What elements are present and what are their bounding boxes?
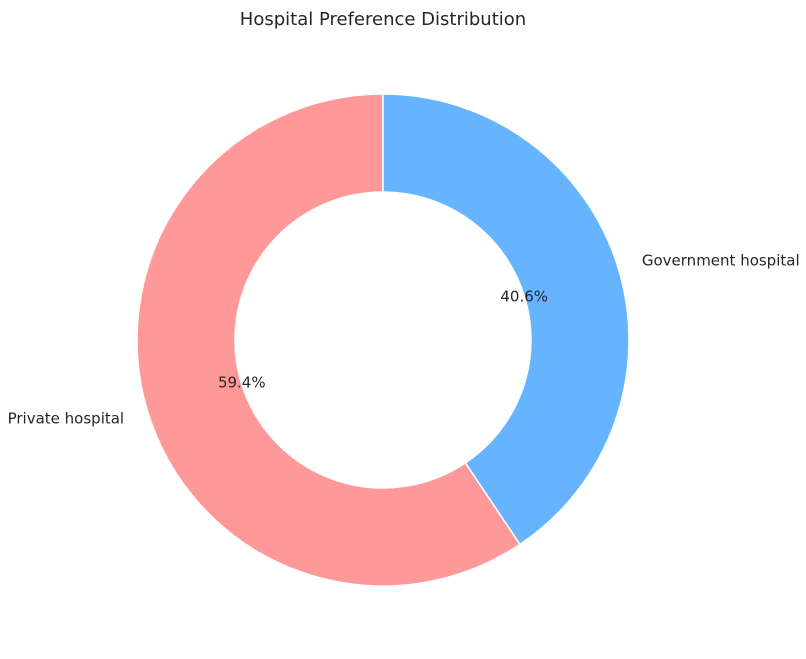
donut-slices: [136, 93, 630, 587]
chart-title: Hospital Preference Distribution: [240, 9, 526, 30]
slice-category-label: Government hospital: [642, 252, 800, 270]
slice-percent-label: 40.6%: [500, 288, 548, 306]
slice-category-label: Private hospital: [8, 409, 125, 427]
donut-slice-government-hospital: [382, 93, 630, 546]
slice-percent-label: 59.4%: [218, 373, 266, 391]
donut-labels: Private hospital 59.4% Government hospital…: [8, 252, 800, 428]
donut-slice-private-hospital: [136, 93, 522, 587]
